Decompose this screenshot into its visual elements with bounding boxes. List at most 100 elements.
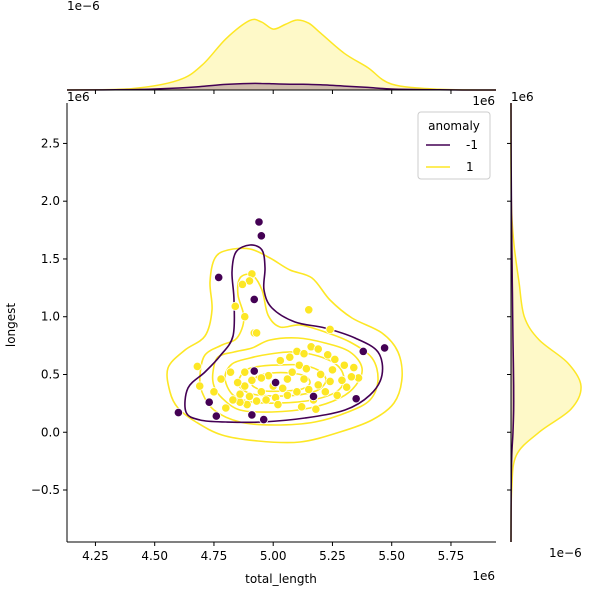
- scatter-points: [173, 217, 390, 425]
- point-anomaly-neg1: [247, 410, 257, 420]
- point-anomaly-neg1: [249, 366, 259, 376]
- point-anomaly-1: [244, 391, 255, 402]
- marginal-y-kde-fill-1: [510, 103, 582, 542]
- top-marginal-ticks: [94, 90, 452, 94]
- legend-box: [417, 111, 491, 180]
- point-anomaly-1: [209, 387, 219, 397]
- x-tick-label: 4.50: [141, 549, 168, 563]
- y-tick-label: 0.5: [41, 367, 60, 381]
- point-anomaly-1: [320, 387, 330, 397]
- main-plot-area: 4.25 4.50 4.75 5.00 5.25 5.50 5.75 −0.5 0.0 0.5 1…: [31, 103, 496, 563]
- point-anomaly-1: [221, 403, 231, 413]
- legend-label-neg1: -1: [466, 138, 478, 152]
- x-tick-label: 4.25: [82, 549, 109, 563]
- y-tick-label: −0.5: [31, 483, 60, 497]
- right-marginal-offset-top-label: 1e6: [511, 90, 534, 104]
- point-anomaly-1: [230, 301, 240, 311]
- kde-contour-1: [211, 337, 363, 413]
- point-anomaly-1: [247, 375, 257, 385]
- point-anomaly-1: [342, 382, 352, 392]
- point-anomaly-1: [252, 396, 262, 406]
- point-anomaly-neg1: [211, 411, 221, 421]
- x-tick-label: 5.00: [260, 549, 287, 563]
- x-axis-ticks: 4.25 4.50 4.75 5.00 5.25 5.50 5.75: [82, 542, 464, 563]
- point-anomaly-1: [282, 374, 293, 384]
- point-anomaly-1: [228, 395, 238, 405]
- point-anomaly-neg1: [256, 231, 266, 241]
- x-tick-label: 4.75: [201, 549, 228, 563]
- point-anomaly-1: [240, 367, 250, 377]
- point-anomaly-1: [273, 399, 283, 410]
- point-anomaly-1: [275, 356, 285, 366]
- point-anomaly-1: [278, 383, 288, 393]
- y-axis-label: longest: [4, 303, 18, 348]
- point-anomaly-neg1: [308, 391, 319, 402]
- x-axis-label: total_length: [245, 572, 317, 586]
- point-anomaly-neg1: [254, 217, 264, 227]
- point-anomaly-1: [346, 372, 357, 382]
- right-marginal-ticks: [507, 142, 511, 491]
- marginal-x-kde-fill-1: [67, 19, 496, 91]
- point-anomaly-1: [292, 387, 302, 397]
- point-anomaly-1: [252, 328, 262, 338]
- point-anomaly-1: [256, 373, 266, 383]
- point-anomaly-1: [311, 404, 321, 414]
- y-tick-label: 2.5: [41, 136, 60, 150]
- right-marginal-offset-label: 1e−6: [549, 546, 582, 560]
- legend-title: anomaly: [428, 119, 480, 133]
- point-anomaly-1: [261, 395, 271, 405]
- top-marginal-offset-label: 1e−6: [67, 0, 100, 13]
- point-anomaly-1: [299, 374, 309, 384]
- point-anomaly-neg1: [249, 294, 259, 304]
- kde-contours: [166, 244, 403, 444]
- point-anomaly-1: [256, 387, 266, 397]
- marginal-x-kde-line-neg1: [66, 82, 497, 91]
- point-anomaly-1: [313, 344, 323, 354]
- point-anomaly-1: [299, 349, 309, 359]
- point-anomaly-1: [316, 369, 326, 380]
- point-anomaly-1: [195, 381, 205, 391]
- x-offset-label: 1e6: [472, 569, 495, 583]
- point-anomaly-1: [282, 390, 293, 400]
- point-anomaly-neg1: [270, 377, 281, 388]
- point-anomaly-1: [216, 374, 226, 384]
- x-offset-label-upper: 1e6: [472, 94, 495, 108]
- point-anomaly-1: [233, 377, 243, 388]
- point-anomaly-1: [327, 365, 338, 375]
- point-anomaly-1: [287, 367, 297, 377]
- marginal-x-kde-line-1: [66, 18, 497, 91]
- point-anomaly-neg1: [204, 397, 214, 407]
- x-tick-label: 5.75: [438, 549, 465, 563]
- y-axis-ticks: −0.5 0.0 0.5 1.0 1.5 2.0 2.5: [31, 136, 67, 497]
- x-tick-label: 5.50: [378, 549, 405, 563]
- point-anomaly-1: [297, 402, 307, 412]
- y-tick-label: 2.0: [41, 194, 60, 208]
- point-anomaly-neg1: [173, 408, 183, 418]
- point-anomaly-neg1: [351, 394, 361, 404]
- point-anomaly-1: [313, 380, 323, 390]
- kde-contour-1: [166, 247, 403, 444]
- point-anomaly-1: [325, 324, 335, 335]
- point-anomaly-neg1: [259, 414, 269, 425]
- point-anomaly-1: [349, 362, 359, 373]
- point-anomaly-1: [285, 352, 295, 362]
- kde-contour-neg1: [184, 244, 384, 424]
- point-anomaly-1: [304, 305, 314, 315]
- right-marginal-kde: [507, 102, 582, 543]
- point-anomaly-1: [337, 375, 347, 385]
- point-anomaly-1: [235, 389, 245, 399]
- point-anomaly-neg1: [214, 272, 224, 283]
- point-anomaly-1: [332, 390, 342, 400]
- point-anomaly-1: [237, 279, 247, 289]
- y-tick-label: 0.0: [41, 425, 60, 439]
- x-tick-label: 5.25: [319, 549, 346, 563]
- point-anomaly-1: [192, 361, 202, 371]
- point-anomaly-1: [304, 384, 314, 395]
- y-tick-label: 1.5: [41, 252, 60, 266]
- point-anomaly-1: [225, 367, 236, 377]
- point-anomaly-1: [325, 376, 335, 387]
- point-anomaly-neg1: [380, 343, 390, 353]
- top-marginal-kde: [66, 18, 497, 94]
- point-anomaly-1: [323, 350, 333, 360]
